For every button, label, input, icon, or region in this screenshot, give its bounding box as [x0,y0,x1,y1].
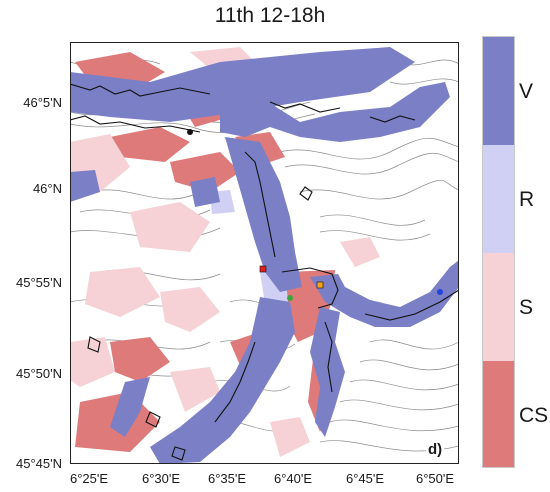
legend-label-s: S [519,296,534,319]
legend [482,36,515,468]
lon-label-6-25: 6°25'E [69,471,109,486]
legend-swatch-s [483,253,514,361]
legend-swatch-v [483,37,514,145]
legend-label-cs: CS [519,404,549,427]
outline-contours [70,83,459,461]
lon-label-6-35: 6°35'E [207,471,247,486]
legend-swatch-cs [483,361,514,467]
legend-label-v: V [519,80,534,103]
lat-label-46-05: 46°5'N [23,95,62,110]
orange-marker [316,281,324,289]
lon-label-6-30: 6°30'E [141,471,181,486]
red-marker [259,265,267,273]
map-title: 11th 12-18h [214,4,326,27]
station-markers [187,129,443,301]
lat-label-45-50: 45°50'N [16,366,62,381]
lat-label-45-55: 45°55'N [16,275,62,290]
lat-label-46-00: 46°N [32,181,62,196]
blue-marker [437,289,443,295]
legend-label-r: R [519,188,535,211]
panel-label: d) [426,441,445,459]
lon-label-6-50: 6°50'E [415,471,455,486]
legend-swatch-r [483,145,514,253]
s-regions [70,47,380,457]
lon-label-6-40: 6°40'E [273,471,313,486]
black-marker [187,129,193,135]
v-regions [70,47,459,464]
lon-label-6-45: 6°45'E [345,471,385,486]
map-panel[interactable] [70,42,459,464]
green-marker [287,295,293,301]
terrain-map [70,47,459,464]
lat-label-45-45: 45°45'N [16,456,62,471]
